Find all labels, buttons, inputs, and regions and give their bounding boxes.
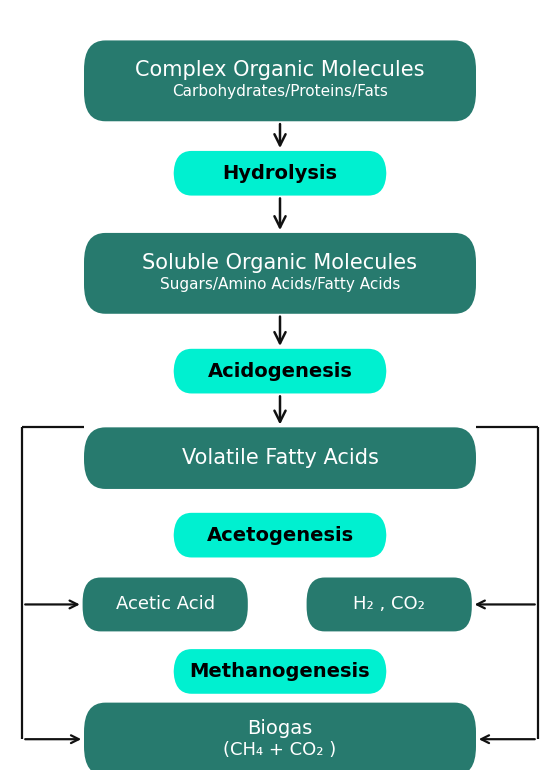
FancyBboxPatch shape xyxy=(84,233,476,314)
Text: Acetogenesis: Acetogenesis xyxy=(207,526,353,544)
FancyBboxPatch shape xyxy=(174,649,386,694)
Text: Acidogenesis: Acidogenesis xyxy=(208,362,352,380)
FancyBboxPatch shape xyxy=(84,427,476,489)
FancyBboxPatch shape xyxy=(83,578,248,631)
Text: Sugars/Amino Acids/Fatty Acids: Sugars/Amino Acids/Fatty Acids xyxy=(160,276,400,292)
FancyBboxPatch shape xyxy=(174,151,386,196)
FancyBboxPatch shape xyxy=(174,513,386,557)
Text: H₂ , CO₂: H₂ , CO₂ xyxy=(353,595,425,614)
Text: Biogas: Biogas xyxy=(248,719,312,738)
FancyBboxPatch shape xyxy=(306,578,472,631)
Text: Soluble Organic Molecules: Soluble Organic Molecules xyxy=(142,253,418,273)
FancyBboxPatch shape xyxy=(84,40,476,121)
Text: Carbohydrates/Proteins/Fats: Carbohydrates/Proteins/Fats xyxy=(172,84,388,99)
Text: Hydrolysis: Hydrolysis xyxy=(222,164,338,182)
Text: Volatile Fatty Acids: Volatile Fatty Acids xyxy=(181,448,379,468)
FancyBboxPatch shape xyxy=(174,349,386,393)
Text: Complex Organic Molecules: Complex Organic Molecules xyxy=(136,60,424,80)
Text: Methanogenesis: Methanogenesis xyxy=(190,662,370,681)
Text: Acetic Acid: Acetic Acid xyxy=(115,595,215,614)
FancyBboxPatch shape xyxy=(84,702,476,770)
Text: (CH₄ + CO₂ ): (CH₄ + CO₂ ) xyxy=(223,741,337,759)
